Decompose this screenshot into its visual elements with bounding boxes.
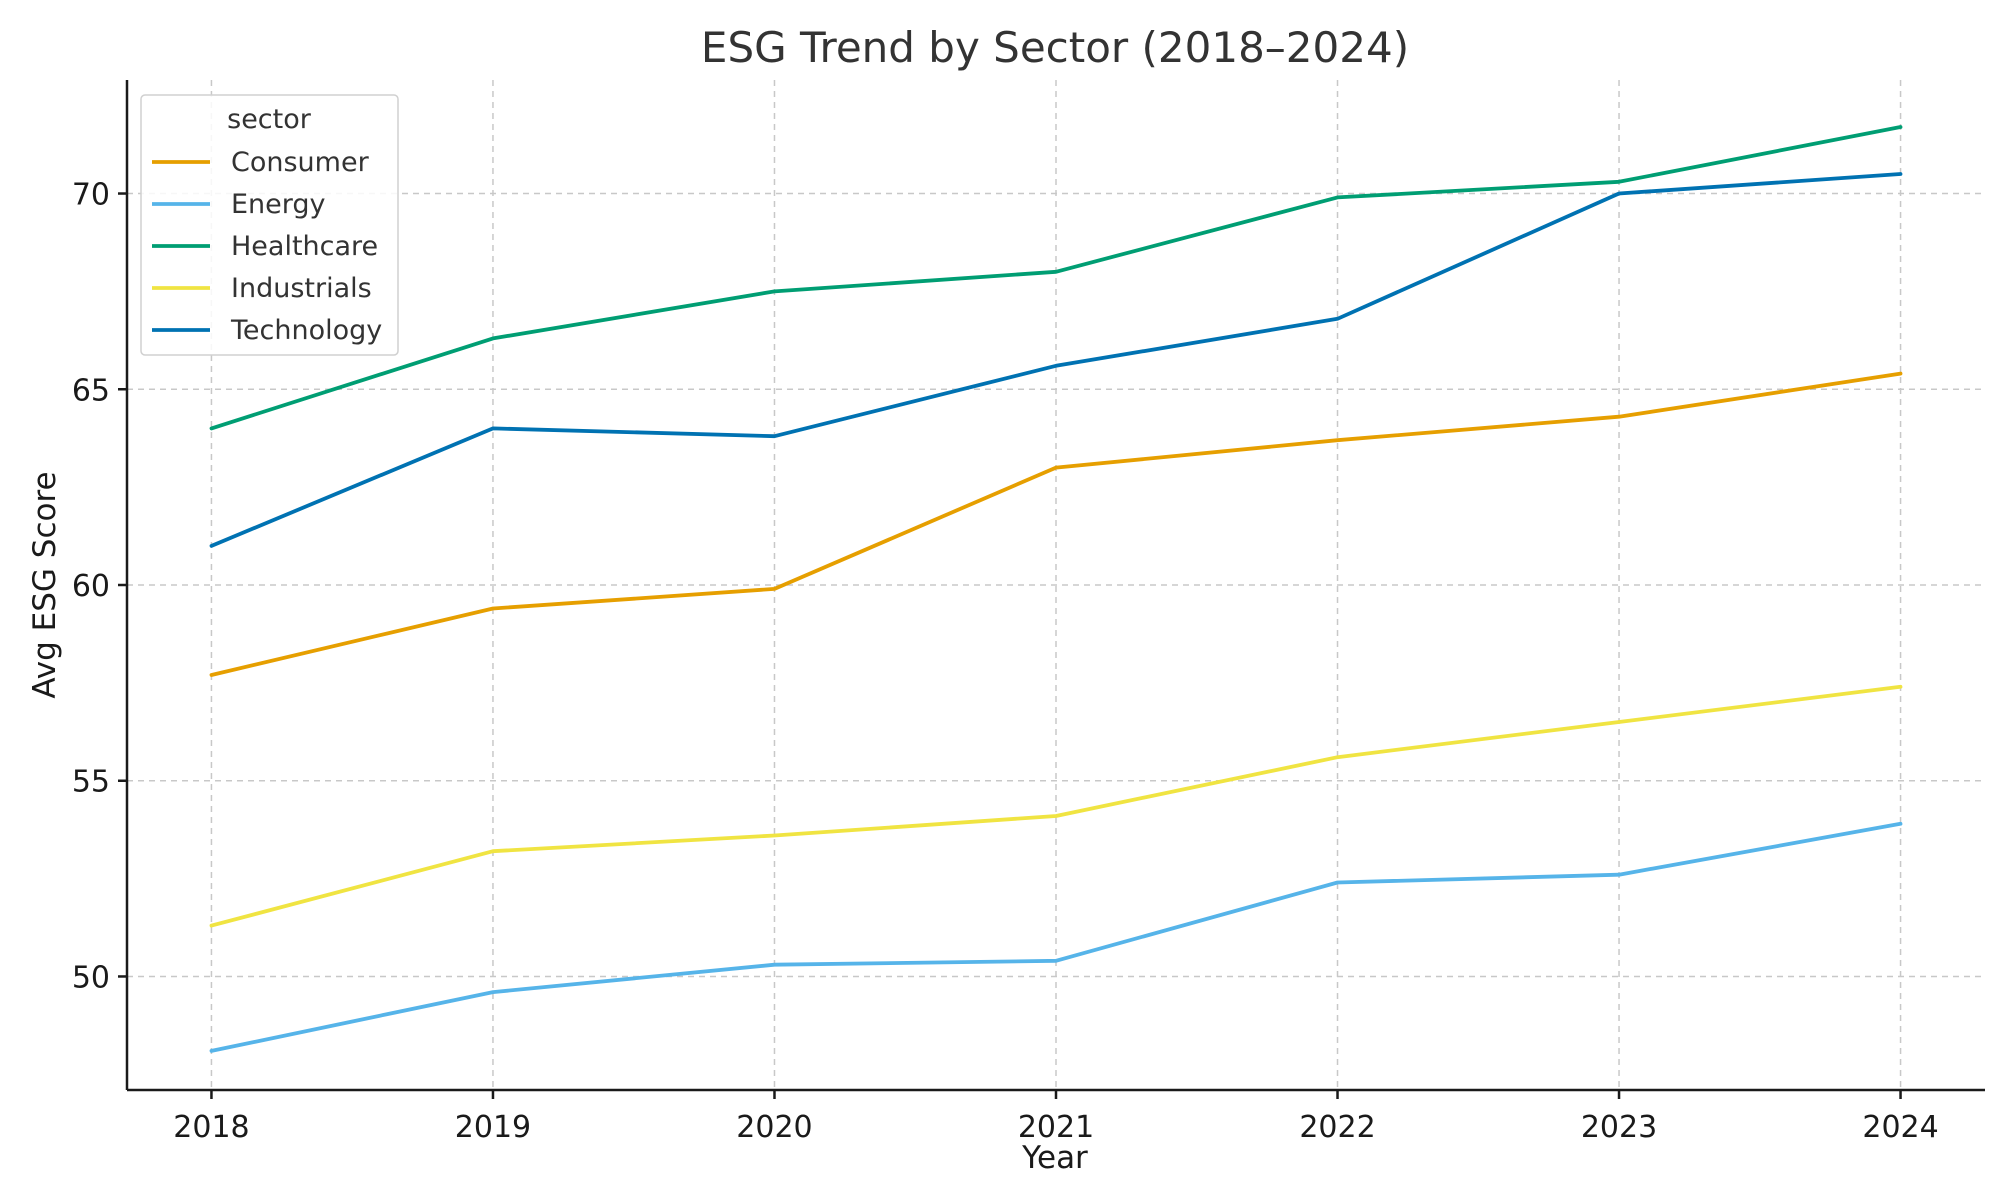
- legend-item-industrials: Industrials: [152, 273, 372, 304]
- legend: sector Consumer Energy Healthcare Industria…: [140, 94, 399, 356]
- y-tick-label-70: 70: [72, 178, 110, 213]
- series-line-technology: [209, 172, 1903, 548]
- legend-frame: [140, 94, 399, 356]
- series-line-healthcare: [209, 125, 1903, 431]
- x-tick-label-2020: 2020: [736, 1110, 812, 1145]
- axes: [118, 80, 1985, 1099]
- legend-title: sector: [227, 104, 312, 135]
- gridlines: [127, 80, 1985, 1090]
- legend-label-technology: Technology: [230, 315, 382, 346]
- chart-title: ESG Trend by Sector (2018–2024): [701, 23, 1409, 72]
- y-tick-label-55: 55: [72, 765, 110, 800]
- y-tick-label-65: 65: [72, 373, 110, 408]
- x-tick-label-2021: 2021: [1018, 1110, 1094, 1145]
- series-line-consumer: [209, 371, 1903, 677]
- legend-items: Consumer Energy Healthcare Industrials Techn…: [152, 147, 382, 346]
- legend-label-consumer: Consumer: [231, 147, 370, 178]
- y-tick-label-60: 60: [72, 569, 110, 604]
- legend-label-healthcare: Healthcare: [231, 231, 378, 262]
- legend-item-energy: Energy: [152, 189, 326, 220]
- y-axis-label: Avg ESG Score: [27, 471, 63, 698]
- series-line-industrials: [209, 684, 1903, 928]
- legend-item-healthcare: Healthcare: [152, 231, 378, 262]
- x-tick-label-2023: 2023: [1581, 1110, 1657, 1145]
- x-tick-labels: 2018 2019 2020 2021 2022 2023 2024: [173, 1110, 1938, 1145]
- x-tick-label-2018: 2018: [173, 1110, 249, 1145]
- y-tick-labels: 50 55 60 65 70: [72, 178, 110, 996]
- legend-label-energy: Energy: [231, 189, 326, 220]
- series-lines: [209, 125, 1903, 1053]
- legend-label-industrials: Industrials: [231, 273, 372, 304]
- legend-item-consumer: Consumer: [152, 147, 370, 178]
- legend-item-technology: Technology: [152, 315, 382, 346]
- y-tick-label-50: 50: [72, 960, 110, 995]
- x-axis-label: Year: [1021, 1140, 1088, 1176]
- series-line-energy: [209, 821, 1903, 1053]
- x-tick-label-2024: 2024: [1862, 1110, 1938, 1145]
- x-tick-label-2019: 2019: [455, 1110, 531, 1145]
- x-tick-label-2022: 2022: [1299, 1110, 1375, 1145]
